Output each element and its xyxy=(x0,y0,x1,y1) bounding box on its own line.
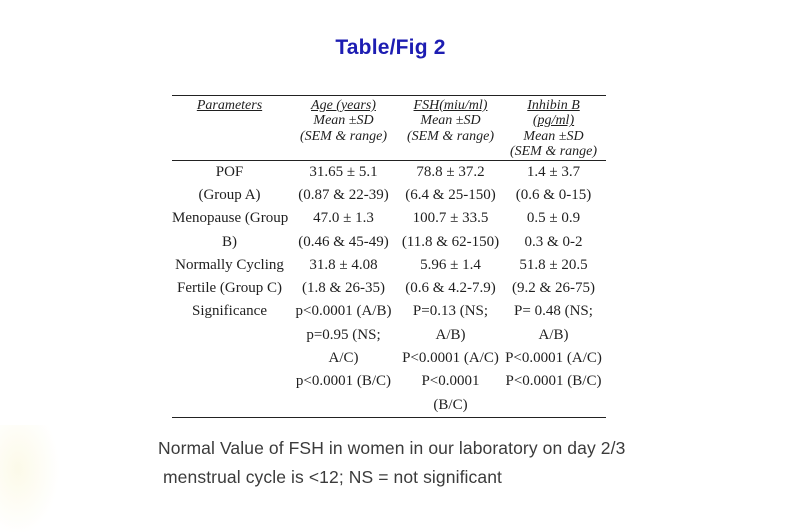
table-row: Normally Cycling 31.8 ± 4.08 5.96 ± 1.4 51.… xyxy=(172,254,606,277)
table-cell: 47.0 ± 1.3 xyxy=(313,210,374,227)
table-row: p=0.95 (NS; A/B) A/B) xyxy=(172,324,606,347)
table-header-col-parameters: Parameters xyxy=(172,98,287,160)
table-cell: P<0.0001 (B/C) xyxy=(505,373,602,390)
footnote-line-2: menstrual cycle is <12; NS = not signifi… xyxy=(163,466,503,487)
table-cell xyxy=(501,394,606,417)
table-cell: p<0.0001 (A/B) xyxy=(295,303,392,320)
table-cell: 78.8 ± 37.2 xyxy=(416,163,485,180)
table-cell xyxy=(172,347,287,370)
table-top-rule xyxy=(172,95,606,96)
table-cell: P<0.0001 (A/C) xyxy=(402,350,499,366)
scan-smudge xyxy=(0,425,60,532)
table-row: Fertile (Group C) (1.8 & 26-35) (0.6 & 4.2… xyxy=(172,277,606,300)
table-header-col-age-years: Age (years) Mean ±SD (SEM & range) xyxy=(287,98,400,160)
header-line: Age (years) xyxy=(311,98,376,113)
table-cell: 5.96 ± 1.4 xyxy=(420,256,481,273)
header-line: Mean ±SD xyxy=(420,113,481,129)
table-cell: (9.2 & 26-75) xyxy=(512,280,595,297)
table-cell: (6.4 & 25-150) xyxy=(405,186,496,203)
table-row: POF 31.65 ± 5.1 78.8 ± 37.2 1.4 ± 3.7 xyxy=(172,161,606,184)
table-body: POF 31.65 ± 5.1 78.8 ± 37.2 1.4 ± 3.7 (Group… xyxy=(172,161,606,417)
table-cell: P=0.13 (NS; xyxy=(412,303,489,320)
table-header-rule xyxy=(172,159,606,161)
table-cell: Menopause (Group xyxy=(172,210,289,227)
table-cell: 31.8 ± 4.08 xyxy=(309,256,378,273)
header-line: (SEM & range) xyxy=(299,128,388,144)
table-cell: P<0.0001 (A/C) xyxy=(505,350,602,366)
table-cell: p<0.0001 (B/C) xyxy=(295,373,392,390)
table-row: (Group A) (0.87 & 22-39) (6.4 & 25-150) (0.… xyxy=(172,184,606,207)
table-cell xyxy=(287,394,400,417)
header-line: (pg/ml) xyxy=(532,113,575,129)
data-table: Parameters Age (years) Mean ±SD (SEM & rang… xyxy=(172,95,606,418)
table-cell: Fertile (Group C) xyxy=(177,280,282,297)
table-cell: 100.7 ± 33.5 xyxy=(412,210,489,227)
table-cell xyxy=(172,394,287,417)
table-cell: 0.5 ± 0.9 xyxy=(526,210,581,227)
table-cell: A/C) xyxy=(328,350,359,366)
header-line: Mean ±SD xyxy=(313,113,374,129)
table-cell: (0.87 & 22-39) xyxy=(298,186,389,203)
table-header-row: Parameters Age (years) Mean ±SD (SEM & rang… xyxy=(172,96,606,160)
table-cell: (B/C) xyxy=(433,396,468,413)
table-row: A/C) P<0.0001 (A/C) P<0.0001 (A/C) xyxy=(172,347,606,370)
table-cell: (0.46 & 45-49) xyxy=(298,233,389,250)
table-row: B) (0.46 & 45-49) (11.8 & 62-150) 0.3 & 0-2 xyxy=(172,231,606,254)
table-cell: 51.8 ± 20.5 xyxy=(519,256,588,273)
table-cell: A/B) xyxy=(435,326,466,343)
table-cell: Significance xyxy=(192,303,267,320)
header-line: FSH(miu/ml) xyxy=(413,98,488,113)
table-row: p<0.0001 (B/C) P<0.0001 P<0.0001 (B/C) xyxy=(172,370,606,393)
table-cell: (0.6 & 0-15) xyxy=(515,186,592,203)
table-cell: Normally Cycling xyxy=(175,256,284,273)
table-cell: 1.4 ± 3.7 xyxy=(526,163,581,180)
table-cell xyxy=(172,370,287,393)
table-bottom-rule xyxy=(172,416,606,418)
table-row: Significance p<0.0001 (A/B) P=0.13 (NS; P= … xyxy=(172,300,606,323)
table-cell: (0.6 & 4.2-7.9) xyxy=(405,280,496,297)
table-header-col-inhibin-b: Inhibin B (pg/ml) Mean ±SD (SEM & range) xyxy=(501,98,606,160)
table-cell: A/B) xyxy=(538,326,569,343)
header-line: Parameters xyxy=(196,98,263,113)
table-cell: (1.8 & 26-35) xyxy=(302,280,385,297)
table-header-col-fsh-miu-ml: FSH(miu/ml) Mean ±SD (SEM & range) xyxy=(400,98,501,160)
header-line: (SEM & range) xyxy=(509,144,598,160)
table-row: Menopause (Group 47.0 ± 1.3 100.7 ± 33.5 0.… xyxy=(172,207,606,230)
table-row: (B/C) xyxy=(172,394,606,417)
footnote: Normal Value of FSH in women in our labo… xyxy=(158,434,625,491)
table-cell: P<0.0001 xyxy=(421,373,480,390)
header-line: Mean ±SD xyxy=(523,128,584,144)
table-cell: p=0.95 (NS; xyxy=(306,326,381,343)
figure-title: Table/Fig 2 xyxy=(335,36,446,59)
header-line: (SEM & range) xyxy=(406,128,495,144)
header-line: Inhibin B xyxy=(527,98,580,113)
table-cell: (11.8 & 62-150) xyxy=(401,233,500,250)
table-cell: 0.3 & 0-2 xyxy=(524,233,583,250)
table-cell xyxy=(172,324,287,347)
table-cell: (Group A) xyxy=(198,186,261,203)
table-cell: P= 0.48 (NS; xyxy=(514,303,593,320)
footnote-line-1: Normal Value of FSH in women in our labo… xyxy=(158,438,626,458)
table-cell: 31.65 ± 5.1 xyxy=(309,163,378,180)
table-cell: POF xyxy=(215,163,244,180)
table-cell: B) xyxy=(222,233,237,250)
